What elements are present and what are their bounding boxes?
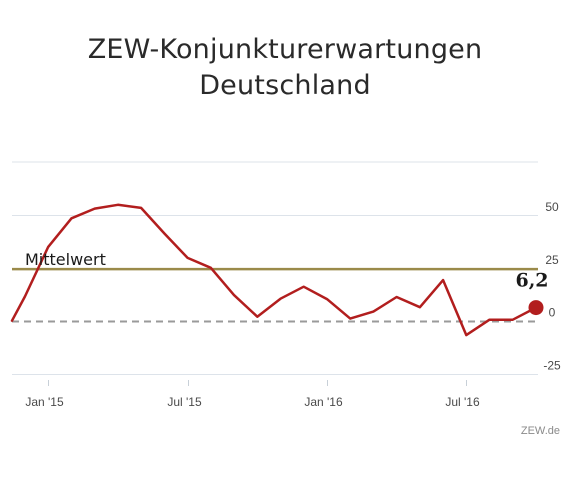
last-data-point [528,300,544,316]
series [10,203,544,337]
x-tick-label: Jul '15 [167,395,202,409]
grid-lines [12,161,538,386]
axis-labels: Jan '15 Jul '15 Jan '16 Jul '16 50 25 0 -25 Mitt… [25,200,561,409]
source-label: ZEW.de [520,425,560,437]
series-line [10,203,538,337]
y-tick-label: 50 [545,200,559,214]
chart-title-line-2: Deutschland [199,70,371,101]
x-tick-label: Jul '16 [445,395,480,409]
y-tick-label: 25 [545,253,559,267]
last-point-label: 6,2 [515,270,548,292]
reference-lines [12,267,538,323]
x-tick-label: Jan '16 [304,395,343,409]
y-tick-label: -25 [543,359,561,373]
x-tick-label: Jan '15 [25,395,64,409]
y-tick-label: 0 [549,306,556,320]
chart-title-line-1: ZEW-Konjunkturerwartungen [87,34,483,65]
mean-line-label: Mittelwert [25,250,106,269]
chart-title: ZEW-Konjunkturerwartungen Deutschland [0,32,570,104]
